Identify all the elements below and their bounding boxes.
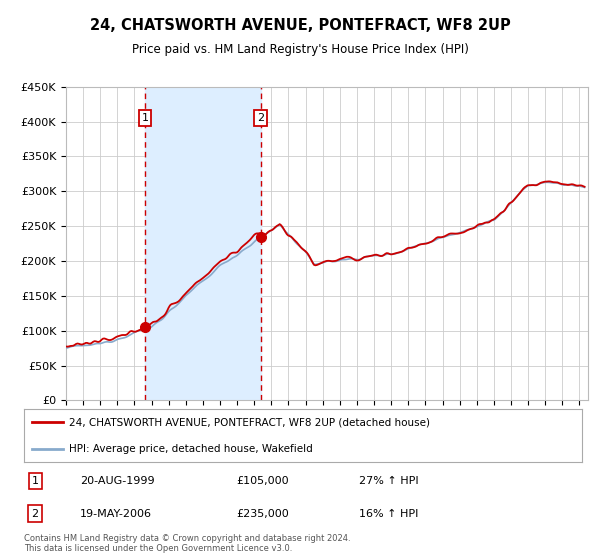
Text: £235,000: £235,000 <box>236 508 289 519</box>
Text: 16% ↑ HPI: 16% ↑ HPI <box>359 508 418 519</box>
Text: Contains HM Land Registry data © Crown copyright and database right 2024.
This d: Contains HM Land Registry data © Crown c… <box>24 534 350 553</box>
Text: Price paid vs. HM Land Registry's House Price Index (HPI): Price paid vs. HM Land Registry's House … <box>131 43 469 56</box>
Text: 27% ↑ HPI: 27% ↑ HPI <box>359 476 418 486</box>
Text: 1: 1 <box>32 476 38 486</box>
Text: 2: 2 <box>257 113 264 123</box>
Text: 24, CHATSWORTH AVENUE, PONTEFRACT, WF8 2UP: 24, CHATSWORTH AVENUE, PONTEFRACT, WF8 2… <box>89 18 511 32</box>
Text: HPI: Average price, detached house, Wakefield: HPI: Average price, detached house, Wake… <box>68 444 313 454</box>
Text: £105,000: £105,000 <box>236 476 289 486</box>
Text: 2: 2 <box>32 508 39 519</box>
Text: 1: 1 <box>142 113 149 123</box>
Text: 20-AUG-1999: 20-AUG-1999 <box>80 476 154 486</box>
Text: 19-MAY-2006: 19-MAY-2006 <box>80 508 152 519</box>
Text: 24, CHATSWORTH AVENUE, PONTEFRACT, WF8 2UP (detached house): 24, CHATSWORTH AVENUE, PONTEFRACT, WF8 2… <box>68 417 430 427</box>
Bar <box>145 87 260 400</box>
